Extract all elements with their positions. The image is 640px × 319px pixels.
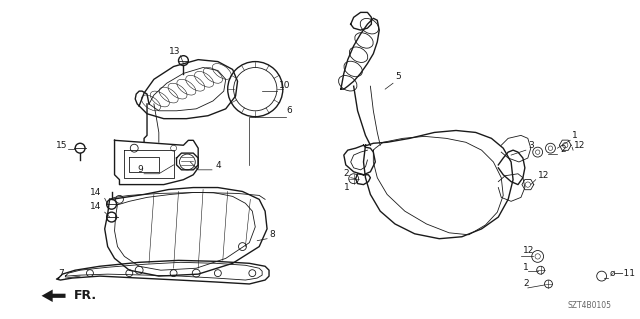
Text: 1: 1: [523, 263, 529, 272]
Text: 10: 10: [279, 81, 291, 90]
Text: ø—11: ø—11: [609, 269, 636, 278]
Text: 5: 5: [395, 72, 401, 81]
Text: 7: 7: [58, 269, 64, 278]
Text: 15: 15: [56, 141, 67, 150]
Text: 2: 2: [344, 169, 349, 178]
Text: SZT4B0105: SZT4B0105: [568, 300, 611, 309]
Text: 4: 4: [216, 161, 221, 170]
Text: 1: 1: [344, 182, 349, 191]
Text: 9: 9: [137, 165, 143, 174]
Text: 2: 2: [560, 145, 566, 154]
Text: 1: 1: [572, 131, 578, 140]
Text: 6: 6: [287, 106, 292, 115]
Text: 8: 8: [269, 230, 275, 239]
Text: 2: 2: [523, 279, 529, 288]
Text: 3: 3: [528, 141, 534, 150]
Text: FR.: FR.: [74, 289, 97, 302]
Text: 14: 14: [90, 202, 101, 211]
Text: 12: 12: [574, 141, 586, 150]
FancyArrowPatch shape: [42, 290, 65, 302]
Text: 12: 12: [538, 171, 549, 180]
Text: 12: 12: [523, 247, 534, 256]
Text: 14: 14: [90, 189, 101, 197]
Text: 13: 13: [169, 47, 180, 56]
